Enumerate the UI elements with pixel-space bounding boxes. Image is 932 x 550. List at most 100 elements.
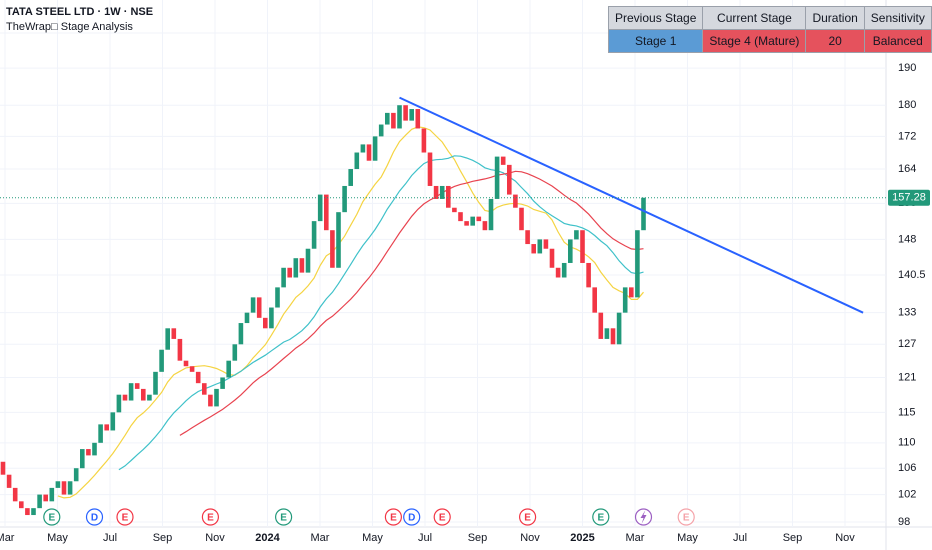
candle bbox=[171, 328, 177, 339]
candle bbox=[12, 487, 18, 502]
candle bbox=[25, 508, 30, 516]
y-tick-label: 115 bbox=[898, 406, 916, 418]
x-tick-label: Jul bbox=[103, 532, 117, 544]
candle bbox=[403, 105, 408, 121]
candle bbox=[250, 297, 256, 313]
candle bbox=[415, 109, 421, 129]
y-tick-label: 148 bbox=[898, 233, 916, 245]
candle bbox=[397, 105, 402, 129]
event-label: E bbox=[390, 513, 397, 524]
event-marker: E bbox=[592, 508, 610, 526]
candle bbox=[37, 494, 42, 509]
candle bbox=[6, 474, 12, 488]
candle bbox=[458, 212, 463, 222]
x-tick-label: May bbox=[47, 532, 68, 544]
candle bbox=[208, 394, 213, 407]
price-label: 157.28 bbox=[892, 192, 926, 204]
y-tick-label: 140.5 bbox=[898, 269, 926, 281]
table-cell: 20 bbox=[805, 29, 865, 53]
candle bbox=[317, 194, 323, 222]
candle bbox=[525, 230, 530, 245]
candle bbox=[378, 124, 384, 137]
candle bbox=[19, 501, 24, 509]
price-label-bg bbox=[888, 189, 930, 206]
table-cell: Balanced bbox=[863, 29, 932, 53]
candle bbox=[421, 128, 427, 153]
candle bbox=[232, 344, 238, 361]
x-tick-label: Jul bbox=[418, 532, 432, 544]
candle bbox=[86, 449, 91, 456]
candle bbox=[592, 287, 597, 313]
y-tick-label: 127 bbox=[898, 338, 916, 350]
candle bbox=[372, 136, 378, 161]
candle bbox=[0, 461, 6, 475]
candle bbox=[305, 248, 311, 273]
event-marker: E bbox=[677, 508, 695, 526]
y-tick-label: 121 bbox=[898, 371, 916, 383]
candle bbox=[360, 144, 366, 153]
chart-title: TATA STEEL LTD · 1W · NSE bbox=[6, 6, 154, 18]
candle bbox=[452, 207, 457, 213]
candle bbox=[482, 221, 488, 231]
candle bbox=[427, 152, 433, 186]
event-circle bbox=[677, 508, 695, 526]
candle bbox=[299, 258, 305, 273]
candle bbox=[488, 198, 494, 231]
event-circle bbox=[384, 508, 402, 526]
candle bbox=[67, 481, 73, 495]
candle bbox=[409, 109, 414, 121]
candle bbox=[537, 239, 543, 254]
candle bbox=[391, 112, 396, 129]
candle bbox=[543, 239, 549, 249]
candle bbox=[80, 449, 85, 469]
candle bbox=[147, 394, 152, 401]
event-label: D bbox=[91, 513, 98, 524]
candle bbox=[635, 230, 640, 298]
candle bbox=[598, 312, 604, 339]
candle bbox=[580, 230, 585, 263]
candle bbox=[202, 383, 207, 395]
candle bbox=[507, 164, 512, 195]
candle bbox=[519, 207, 524, 231]
candle bbox=[330, 230, 335, 268]
y-tick-label: 110 bbox=[898, 437, 916, 449]
candle bbox=[275, 287, 280, 308]
x-tick-label: Mar bbox=[311, 532, 330, 544]
candle bbox=[616, 312, 622, 345]
candle bbox=[629, 287, 634, 298]
event-marker: D bbox=[85, 508, 104, 526]
candle bbox=[256, 297, 262, 318]
chart-header: TATA STEEL LTD · 1W · NSE TheWrap□ Stage… bbox=[6, 5, 153, 35]
candle bbox=[311, 221, 317, 249]
candle bbox=[446, 185, 451, 208]
y-tick-label: 133 bbox=[898, 307, 916, 319]
x-tick-label: May bbox=[677, 532, 698, 544]
candle bbox=[610, 328, 616, 345]
event-circle bbox=[116, 508, 134, 526]
table-header: Current Stage bbox=[702, 6, 807, 30]
candle bbox=[641, 197, 646, 231]
moving-average bbox=[179, 170, 644, 436]
x-tick-label: 2024 bbox=[255, 532, 280, 544]
table-header: Duration bbox=[805, 6, 865, 30]
candle bbox=[574, 230, 579, 240]
candle bbox=[366, 144, 372, 161]
candle bbox=[61, 481, 67, 495]
candle bbox=[98, 424, 103, 443]
candle bbox=[287, 267, 292, 278]
x-tick-label: Sep bbox=[468, 532, 488, 544]
event-circle bbox=[433, 508, 451, 526]
x-tick-label: Mar bbox=[626, 532, 645, 544]
event-label: E bbox=[48, 513, 55, 524]
y-tick-label: 164 bbox=[898, 163, 916, 175]
event-circle bbox=[43, 508, 61, 526]
x-tick-label: Nov bbox=[205, 532, 225, 544]
candle bbox=[555, 267, 561, 278]
event-marker: D bbox=[403, 508, 421, 526]
x-tick-label: Jul bbox=[733, 532, 747, 544]
candle bbox=[476, 216, 482, 222]
candle bbox=[31, 508, 36, 516]
candle bbox=[336, 212, 341, 268]
candle bbox=[622, 287, 628, 313]
y-tick-label: 98 bbox=[898, 516, 910, 528]
